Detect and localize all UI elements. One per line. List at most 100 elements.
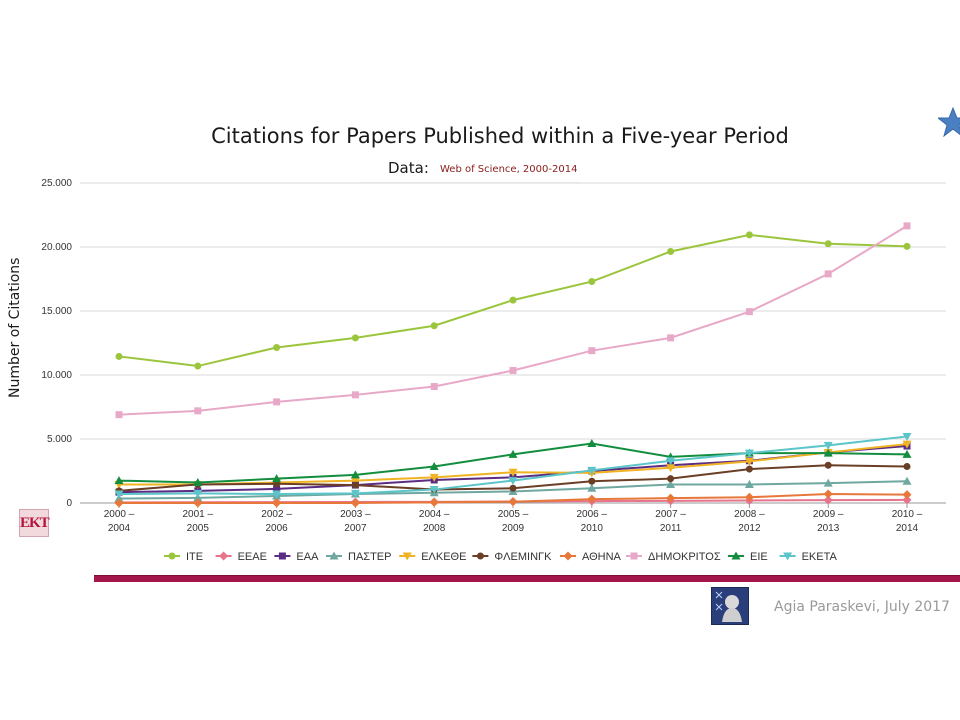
data-point (115, 352, 123, 360)
x-tick-label: 2009 (502, 523, 525, 534)
legend-marker (278, 552, 286, 560)
x-tick-label: 2009 – (813, 509, 844, 520)
footer-location-date: Agia Paraskevi, July 2017 (774, 599, 950, 615)
star-icon (936, 106, 960, 142)
y-tick-label: 25.000 (41, 178, 72, 189)
data-point (273, 485, 281, 493)
x-tick-label: 2004 – (419, 509, 450, 520)
data-point (666, 464, 676, 473)
data-point (115, 411, 123, 419)
y-tick-label: 0 (66, 498, 72, 509)
data-point (587, 494, 597, 504)
data-point (273, 398, 281, 406)
x-tick-label: 2008 (423, 523, 446, 534)
data-point (430, 322, 438, 330)
data-point (902, 490, 912, 500)
data-point (350, 477, 360, 486)
x-tick-label: 2004 (108, 523, 131, 534)
data-point (588, 347, 596, 355)
y-tick-label: 20.000 (41, 242, 72, 253)
data-point (903, 463, 911, 471)
legend-label: ΔΗΜΟΚΡΙΤΟΣ (648, 551, 721, 563)
ekt-logo: EKT (19, 509, 50, 537)
data-point (508, 468, 518, 477)
data-point (824, 240, 832, 248)
data-point (508, 497, 518, 507)
legend-marker (219, 551, 229, 561)
x-tick-label: 2003 – (340, 509, 371, 520)
data-point (902, 495, 912, 505)
legend-marker (630, 552, 638, 560)
legend-label: ΦΛΕΜΙΝΓΚ (494, 551, 552, 563)
data-point (588, 477, 596, 485)
data-point (508, 477, 518, 486)
data-point (667, 247, 675, 255)
data-point (114, 490, 124, 499)
data-point (666, 479, 676, 488)
data-point (509, 296, 517, 304)
subtitle-divider (360, 182, 580, 183)
data-point (745, 231, 753, 239)
legend-marker (783, 552, 793, 561)
legend-marker (476, 552, 484, 560)
x-tick-label: 2005 (187, 523, 210, 534)
x-tick-label: 2006 (265, 523, 288, 534)
data-point (587, 483, 597, 492)
x-tick-label: 2012 (738, 523, 761, 534)
x-tick-label: 2010 – (892, 509, 923, 520)
x-tick-label: 2002 – (261, 509, 292, 520)
data-point (272, 490, 282, 499)
data-point (667, 475, 675, 483)
data-point (903, 222, 911, 230)
data-point (902, 476, 912, 485)
data-point (823, 478, 833, 487)
accent-divider-bar (94, 575, 960, 582)
data-point (351, 481, 359, 489)
data-point (509, 367, 517, 375)
data-point (194, 362, 202, 370)
data-point (114, 498, 124, 508)
data-point (588, 278, 596, 286)
data-point (587, 466, 597, 475)
x-tick-label: 2014 (896, 523, 919, 534)
x-tick-label: 2006 – (577, 509, 608, 520)
data-point (429, 497, 439, 507)
data-point (744, 449, 754, 458)
data-point (429, 462, 439, 471)
data-point (902, 440, 912, 449)
legend-label: ΕΕΑΕ (238, 551, 267, 563)
data-point (667, 334, 675, 342)
data-point (823, 495, 833, 505)
y-tick-label: 10.000 (41, 370, 72, 381)
y-tick-label: 5.000 (47, 434, 72, 445)
x-tick-label: 2001 – (183, 509, 214, 520)
legend-marker (329, 551, 339, 560)
data-point (430, 383, 438, 391)
x-tick-label: 2007 (344, 523, 367, 534)
data-point (351, 334, 359, 342)
data-point (823, 441, 833, 450)
data-point (508, 449, 518, 458)
data-point (272, 498, 282, 508)
series-line (118, 225, 908, 416)
x-tick-label: 2000 – (104, 509, 135, 520)
data-point (272, 474, 282, 483)
data-point (745, 308, 753, 316)
data-point (823, 448, 833, 457)
x-tick-label: 2007 – (655, 509, 686, 520)
legend-label: ΕΚΕΤΑ (802, 551, 838, 563)
y-axis-label: Number of Citations (7, 257, 23, 398)
data-point (744, 492, 754, 502)
legend-marker (168, 552, 176, 560)
legend-label: ΙΤΕ (186, 551, 203, 563)
data-point (745, 465, 753, 473)
data-point (744, 479, 754, 488)
data-point (350, 489, 360, 498)
x-tick-label: 2010 (581, 523, 604, 534)
x-tick-label: 2008 – (734, 509, 765, 520)
legend-marker (731, 551, 741, 560)
data-point (429, 473, 439, 482)
chart-subtitle-source: Web of Science, 2000-2014 (440, 164, 578, 175)
data-point (666, 457, 676, 466)
